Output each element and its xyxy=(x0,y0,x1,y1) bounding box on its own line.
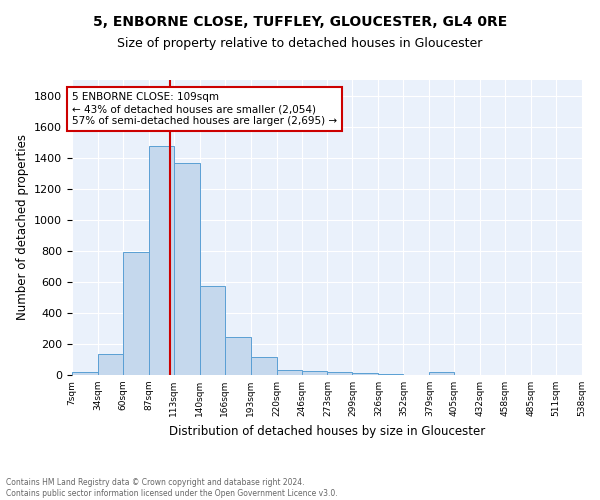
Bar xyxy=(123,252,149,375)
Bar xyxy=(251,357,277,375)
Bar xyxy=(302,370,328,375)
X-axis label: Distribution of detached houses by size in Gloucester: Distribution of detached houses by size … xyxy=(169,424,485,438)
Bar xyxy=(72,372,98,375)
Bar xyxy=(149,146,174,375)
Bar xyxy=(429,372,454,375)
Text: 5 ENBORNE CLOSE: 109sqm
← 43% of detached houses are smaller (2,054)
57% of semi: 5 ENBORNE CLOSE: 109sqm ← 43% of detache… xyxy=(72,92,337,126)
Text: Size of property relative to detached houses in Gloucester: Size of property relative to detached ho… xyxy=(118,38,482,51)
Bar xyxy=(277,370,302,375)
Text: 5, ENBORNE CLOSE, TUFFLEY, GLOUCESTER, GL4 0RE: 5, ENBORNE CLOSE, TUFFLEY, GLOUCESTER, G… xyxy=(93,15,507,29)
Text: Contains HM Land Registry data © Crown copyright and database right 2024.
Contai: Contains HM Land Registry data © Crown c… xyxy=(6,478,338,498)
Bar xyxy=(98,354,123,375)
Bar xyxy=(328,372,352,375)
Bar xyxy=(379,374,403,375)
Bar xyxy=(200,286,225,375)
Y-axis label: Number of detached properties: Number of detached properties xyxy=(16,134,29,320)
Bar xyxy=(174,163,200,375)
Bar xyxy=(225,337,251,375)
Bar xyxy=(352,372,379,375)
